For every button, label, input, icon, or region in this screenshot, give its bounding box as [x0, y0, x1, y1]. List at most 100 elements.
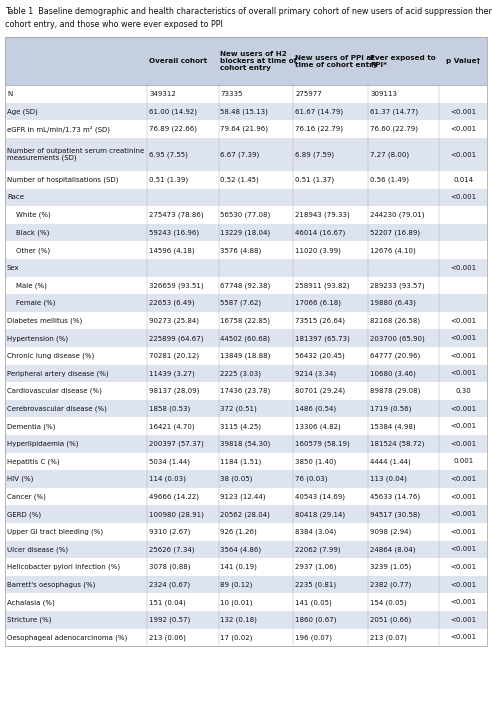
Bar — [5, 435, 487, 453]
Text: 926 (1.26): 926 (1.26) — [220, 529, 257, 535]
Text: Other (%): Other (%) — [16, 247, 50, 253]
Text: 61.00 (14.92): 61.00 (14.92) — [149, 108, 197, 115]
Text: 275977: 275977 — [295, 91, 322, 97]
Bar — [5, 505, 487, 523]
Bar — [5, 629, 487, 646]
Text: 76.89 (22.66): 76.89 (22.66) — [149, 126, 197, 132]
Text: <0.001: <0.001 — [450, 529, 476, 535]
Text: 79.64 (21.96): 79.64 (21.96) — [220, 126, 269, 132]
Text: 46014 (16.67): 46014 (16.67) — [295, 230, 345, 236]
Text: Oesophageal adenocarcinoma (%): Oesophageal adenocarcinoma (%) — [7, 634, 127, 641]
Text: 76 (0.03): 76 (0.03) — [295, 476, 328, 482]
Text: 141 (0.19): 141 (0.19) — [220, 564, 257, 570]
Text: 114 (0.03): 114 (0.03) — [149, 476, 186, 482]
Text: 44502 (60.68): 44502 (60.68) — [220, 335, 271, 341]
Text: 349312: 349312 — [149, 91, 176, 97]
Text: <0.001: <0.001 — [450, 599, 476, 605]
Text: 12676 (4.10): 12676 (4.10) — [370, 247, 416, 253]
Text: 2051 (0.66): 2051 (0.66) — [370, 617, 411, 623]
Text: 52207 (16.89): 52207 (16.89) — [370, 230, 420, 236]
Bar — [5, 417, 487, 435]
Text: 89 (0.12): 89 (0.12) — [220, 582, 253, 588]
Bar — [5, 541, 487, 558]
Text: <0.001: <0.001 — [450, 126, 476, 132]
Text: Cancer (%): Cancer (%) — [7, 494, 46, 500]
Bar — [5, 241, 487, 259]
Bar — [5, 37, 487, 646]
Text: Achalasia (%): Achalasia (%) — [7, 599, 55, 605]
Text: 25626 (7.34): 25626 (7.34) — [149, 546, 195, 553]
Text: 73515 (26.64): 73515 (26.64) — [295, 318, 345, 324]
Bar — [5, 259, 487, 277]
Text: 9214 (3.34): 9214 (3.34) — [295, 370, 337, 377]
Text: 3564 (4.86): 3564 (4.86) — [220, 546, 262, 553]
Text: 24864 (8.04): 24864 (8.04) — [370, 546, 415, 553]
Text: 1992 (0.57): 1992 (0.57) — [149, 617, 190, 623]
Text: 6.67 (7.39): 6.67 (7.39) — [220, 151, 260, 158]
Text: 1858 (0.53): 1858 (0.53) — [149, 406, 190, 412]
Bar — [5, 453, 487, 470]
Text: GERD (%): GERD (%) — [7, 511, 41, 517]
Text: 45633 (14.76): 45633 (14.76) — [370, 494, 420, 500]
Text: 3115 (4.25): 3115 (4.25) — [220, 423, 261, 429]
Text: 1184 (1.51): 1184 (1.51) — [220, 458, 262, 465]
Bar — [5, 347, 487, 365]
Text: 82168 (26.58): 82168 (26.58) — [370, 318, 420, 324]
Text: 56530 (77.08): 56530 (77.08) — [220, 212, 271, 218]
Bar — [5, 611, 487, 629]
Text: <0.001: <0.001 — [450, 564, 476, 570]
Text: 5034 (1.44): 5034 (1.44) — [149, 458, 190, 465]
Text: Ulcer disease (%): Ulcer disease (%) — [7, 546, 68, 553]
Text: 61.37 (14.77): 61.37 (14.77) — [370, 108, 418, 115]
Text: Black (%): Black (%) — [16, 230, 49, 236]
Text: 16421 (4.70): 16421 (4.70) — [149, 423, 195, 429]
Bar — [5, 206, 487, 224]
Text: <0.001: <0.001 — [450, 406, 476, 412]
Text: <0.001: <0.001 — [450, 335, 476, 341]
Bar — [5, 558, 487, 576]
Text: 213 (0.06): 213 (0.06) — [149, 634, 186, 641]
Bar — [5, 120, 487, 138]
Text: 2225 (3.03): 2225 (3.03) — [220, 370, 261, 377]
Text: 10680 (3.46): 10680 (3.46) — [370, 370, 416, 377]
Text: 132 (0.18): 132 (0.18) — [220, 617, 257, 623]
Text: 5587 (7.62): 5587 (7.62) — [220, 300, 262, 306]
Bar — [5, 470, 487, 488]
Text: 0.52 (1.45): 0.52 (1.45) — [220, 177, 259, 183]
Text: 151 (0.04): 151 (0.04) — [149, 599, 186, 605]
Text: Barrett's oesophagus (%): Barrett's oesophagus (%) — [7, 582, 95, 588]
Text: 326659 (93.51): 326659 (93.51) — [149, 282, 204, 289]
Text: 0.014: 0.014 — [453, 177, 473, 183]
Text: 67748 (92.38): 67748 (92.38) — [220, 282, 271, 289]
Text: 0.51 (1.39): 0.51 (1.39) — [149, 177, 188, 183]
Text: HIV (%): HIV (%) — [7, 476, 33, 482]
Bar — [5, 488, 487, 505]
Text: 258911 (93.82): 258911 (93.82) — [295, 282, 350, 289]
Text: 89878 (29.08): 89878 (29.08) — [370, 388, 420, 394]
Text: <0.001: <0.001 — [450, 494, 476, 500]
Text: 0.51 (1.37): 0.51 (1.37) — [295, 177, 335, 183]
Text: 90273 (25.84): 90273 (25.84) — [149, 318, 199, 324]
Bar — [5, 576, 487, 593]
Text: 73335: 73335 — [220, 91, 243, 97]
Text: 13849 (18.88): 13849 (18.88) — [220, 353, 271, 359]
Text: 17 (0.02): 17 (0.02) — [220, 634, 253, 641]
Text: 200397 (57.37): 200397 (57.37) — [149, 441, 204, 447]
Text: Stricture (%): Stricture (%) — [7, 617, 51, 623]
Text: <0.001: <0.001 — [450, 634, 476, 641]
Text: Overall cohort: Overall cohort — [149, 58, 207, 64]
Bar — [5, 365, 487, 382]
Text: 14596 (4.18): 14596 (4.18) — [149, 247, 195, 253]
Text: 6.95 (7.55): 6.95 (7.55) — [149, 151, 188, 158]
Bar — [5, 593, 487, 611]
Text: 2324 (0.67): 2324 (0.67) — [149, 582, 190, 588]
Text: 2382 (0.77): 2382 (0.77) — [370, 582, 411, 588]
Bar — [5, 224, 487, 241]
Text: Peripheral artery disease (%): Peripheral artery disease (%) — [7, 370, 109, 377]
Text: Hepatitis C (%): Hepatitis C (%) — [7, 458, 60, 465]
Text: 19880 (6.43): 19880 (6.43) — [370, 300, 416, 306]
Text: 244230 (79.01): 244230 (79.01) — [370, 212, 425, 218]
Text: 39818 (54.30): 39818 (54.30) — [220, 441, 271, 447]
Text: Hypertension (%): Hypertension (%) — [7, 335, 68, 341]
Text: 3850 (1.40): 3850 (1.40) — [295, 458, 337, 465]
